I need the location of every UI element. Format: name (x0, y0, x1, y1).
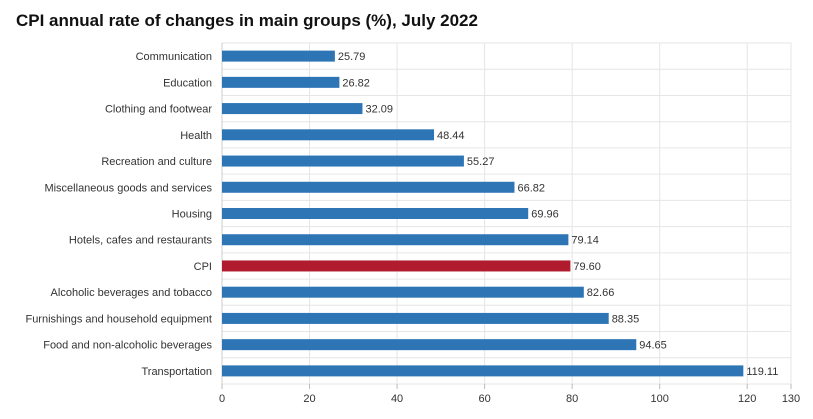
category-label: Food and non-alcoholic beverages (43, 340, 212, 352)
bars (222, 50, 744, 377)
bar-health (222, 129, 435, 141)
x-tick-label: 130 (782, 393, 800, 405)
category-label: Education (163, 77, 212, 89)
bar-housing (222, 208, 529, 219)
value-label: 88.35 (612, 313, 640, 325)
x-tick-label: 0 (219, 393, 225, 405)
x-tick-label: 40 (391, 393, 403, 405)
value-label: 69.96 (531, 209, 559, 221)
value-label: 32.09 (365, 104, 393, 116)
category-label: Communication (136, 51, 212, 63)
bar-hotels-cafes-and-restaurants (222, 234, 569, 246)
category-label: CPI (194, 261, 212, 273)
bar-clothing-and-footwear (222, 103, 363, 115)
category-label: Miscellaneous goods and services (44, 182, 212, 194)
x-tick-label: 20 (303, 393, 315, 405)
category-labels: Communication Education Clothing and footw… (25, 51, 212, 378)
category-label: Housing (172, 209, 212, 221)
value-label: 82.66 (587, 287, 615, 299)
value-label: 94.65 (639, 340, 667, 352)
value-label: 48.44 (437, 130, 465, 142)
bar-recreation-and-culture (222, 155, 464, 167)
bar-alcoholic-beverages-and-tobacco (222, 286, 584, 298)
category-label: Health (180, 130, 212, 142)
value-label: 79.14 (571, 235, 599, 247)
bar-education (222, 76, 340, 88)
value-label: 55.27 (467, 156, 495, 168)
x-tick-label: 60 (478, 393, 490, 405)
x-tick-label: 100 (651, 393, 669, 405)
category-label: Hotels, cafes and restaurants (69, 235, 213, 247)
bar-cpi (222, 260, 571, 272)
value-label: 25.79 (338, 51, 366, 63)
value-label: 79.60 (573, 261, 601, 273)
bar-transportation (222, 365, 744, 377)
category-label: Clothing and footwear (105, 104, 212, 116)
x-axis-ticks: 0 20 40 60 80 100 120 130 (219, 384, 800, 405)
category-label: Transportation (141, 366, 212, 378)
value-labels: 25.79 26.82 32.09 48.44 55.27 66.82 69.96 79.14… (338, 51, 778, 378)
bar-furnishings-and-household-equipment (222, 312, 609, 324)
value-label: 119.11 (746, 366, 778, 378)
chart-title: CPI annual rate of changes in main group… (16, 11, 478, 30)
bar-miscellaneous-goods-and-services (222, 181, 515, 193)
category-label: Furnishings and household equipment (25, 313, 212, 325)
value-label: 26.82 (342, 77, 370, 89)
x-tick-label: 80 (566, 393, 578, 405)
category-label: Alcoholic beverages and tobacco (51, 287, 212, 299)
bar-food-and-non-alcoholic-beverages (222, 339, 637, 351)
x-tick-label: 120 (738, 393, 756, 405)
category-label: Recreation and culture (101, 156, 212, 168)
value-label: 66.82 (517, 182, 545, 194)
bar-communication (222, 50, 335, 62)
